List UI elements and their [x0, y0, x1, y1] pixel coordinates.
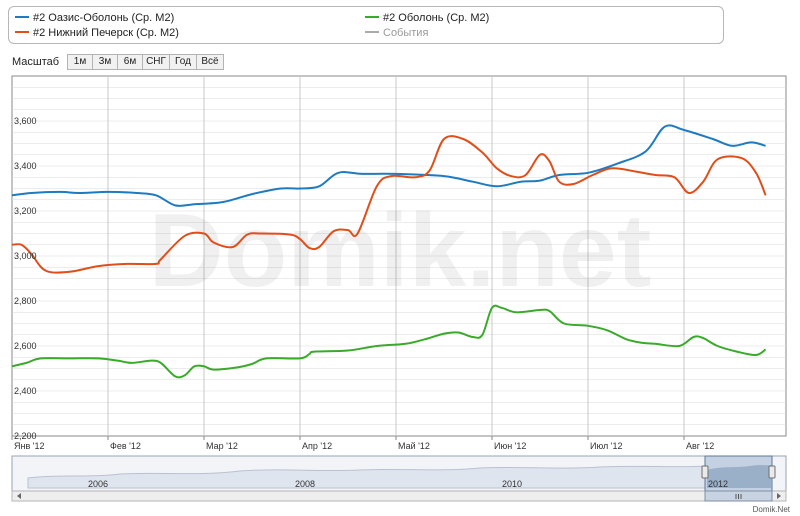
scrollbar[interactable]: [11, 490, 787, 502]
navigator-year-label: 2008: [295, 479, 315, 489]
navigator[interactable]: 2006 2008 2010 2012: [11, 455, 787, 492]
horizontal-gridlines: [12, 86, 786, 426]
navigator-selection-area: [707, 465, 771, 488]
zoom-all-button[interactable]: Всё: [196, 54, 224, 70]
y-axis-ticks: 2,200 2,400 2,600 2,800 3,000 3,200 3,400 3,600: [14, 116, 37, 441]
navigator-left-handle[interactable]: [701, 465, 709, 479]
credit-text: Domik.Net: [753, 505, 791, 514]
x-tick-label: Май '12: [398, 441, 430, 451]
legend-item[interactable]: #2 Нижний Печерск (Ср. М2): [15, 27, 179, 40]
x-tick-label: Авг '12: [686, 441, 714, 451]
month-gridlines: [107, 76, 685, 436]
y-tick-label: 2,200: [14, 431, 37, 441]
legend-swatch: [15, 16, 29, 19]
legend-swatch: [365, 31, 379, 34]
series-lines: [11, 124, 767, 379]
navigator-year-label: 2006: [88, 479, 108, 489]
scrollbar-track[interactable]: [11, 490, 787, 502]
zoom-1m-button[interactable]: 1м: [67, 54, 93, 70]
x-tick-label: Июл '12: [590, 441, 623, 451]
navigator-year-label: 2010: [502, 479, 522, 489]
series-line-obolon[interactable]: [11, 304, 767, 379]
y-tick-label: 2,400: [14, 386, 37, 396]
y-tick-label: 3,000: [14, 251, 37, 261]
legend-label: События: [383, 27, 429, 39]
series-line-nizhniy-pechersk[interactable]: [11, 135, 767, 274]
y-tick-label: 3,200: [14, 206, 37, 216]
navigator-year-label: 2012: [708, 479, 728, 489]
legend-label: #2 Оболонь (Ср. М2): [383, 12, 490, 24]
x-tick-label: Мар '12: [206, 441, 238, 451]
zoom-ytd-button[interactable]: СНГ: [142, 54, 170, 70]
x-tick-label: Фев '12: [110, 441, 141, 451]
zoom-year-button[interactable]: Год: [169, 54, 197, 70]
y-tick-label: 3,600: [14, 116, 37, 126]
scroll-right-arrow-icon[interactable]: [777, 493, 781, 499]
legend-item[interactable]: События: [365, 27, 428, 40]
scrollbar-grip-icon: [735, 494, 742, 499]
scroll-left-arrow-icon[interactable]: [17, 493, 21, 499]
legend-label: #2 Оазис-Оболонь (Ср. М2): [33, 12, 175, 24]
zoom-3m-button[interactable]: 3м: [92, 54, 118, 70]
zoom-6m-button[interactable]: 6м: [117, 54, 143, 70]
y-tick-label: 2,600: [14, 341, 37, 351]
y-tick-label: 2,800: [14, 296, 37, 306]
legend-swatch: [365, 16, 379, 19]
series-line-oazis-obolon[interactable]: [11, 124, 766, 207]
legend-swatch: [15, 31, 29, 34]
legend-item[interactable]: #2 Оболонь (Ср. М2): [365, 12, 489, 25]
legend: #2 Оазис-Оболонь (Ср. М2) #2 Нижний Пече…: [8, 6, 724, 44]
legend-label: #2 Нижний Печерск (Ср. М2): [33, 27, 179, 39]
x-tick-label: Янв '12: [14, 441, 44, 451]
x-tick-label: Июн '12: [494, 441, 526, 451]
x-axis-ticks: Янв '12 Фев '12 Мар '12 Апр '12 Май '12 Июн '…: [11, 436, 714, 451]
zoom-label: Масштаб: [12, 56, 60, 68]
y-tick-label: 3,400: [14, 161, 37, 171]
navigator-area: [27, 465, 706, 489]
x-tick-label: Апр '12: [302, 441, 332, 451]
watermark: Domik.net: [149, 193, 652, 309]
navigator-right-handle[interactable]: [768, 465, 776, 479]
legend-item[interactable]: #2 Оазис-Оболонь (Ср. М2): [15, 12, 174, 25]
